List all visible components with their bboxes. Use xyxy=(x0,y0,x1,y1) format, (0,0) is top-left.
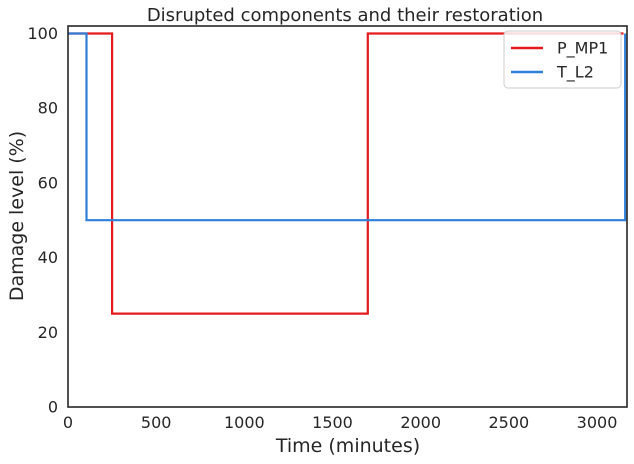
x-axis-label: Time (minutes) xyxy=(275,435,420,457)
x-tick-label: 2500 xyxy=(488,413,529,432)
plot-frame xyxy=(67,25,628,408)
x-tick-label: 3000 xyxy=(577,413,618,432)
y-tick-labels: 0 20 40 60 80 100 xyxy=(27,24,58,417)
x-tick-label: 1000 xyxy=(224,413,265,432)
x-tick-label: 1500 xyxy=(312,413,353,432)
y-axis-label: Damage level (%) xyxy=(6,131,28,301)
x-tick-label: 0 xyxy=(63,413,73,432)
legend-box xyxy=(503,30,622,89)
y-tick-label: 80 xyxy=(38,99,58,118)
legend: P_MP1 T_L2 xyxy=(503,30,622,89)
series-layer xyxy=(68,32,627,315)
y-tick-label: 0 xyxy=(48,398,58,417)
series-line-p-mp1 xyxy=(68,32,624,315)
series-line-t-l2 xyxy=(68,32,627,222)
legend-label: T_L2 xyxy=(556,63,594,83)
y-tick-label: 40 xyxy=(38,248,58,267)
chart-title: Disrupted components and their restorati… xyxy=(147,5,543,26)
x-tick-label: 500 xyxy=(141,413,172,432)
legend-label: P_MP1 xyxy=(557,39,608,59)
x-tick-label: 2000 xyxy=(400,413,441,432)
y-tick-label: 60 xyxy=(38,173,58,192)
x-tick-labels: 0 500 1000 1500 2000 2500 3000 xyxy=(63,413,617,432)
y-tick-label: 20 xyxy=(38,323,58,342)
y-tick-label: 100 xyxy=(27,24,58,43)
